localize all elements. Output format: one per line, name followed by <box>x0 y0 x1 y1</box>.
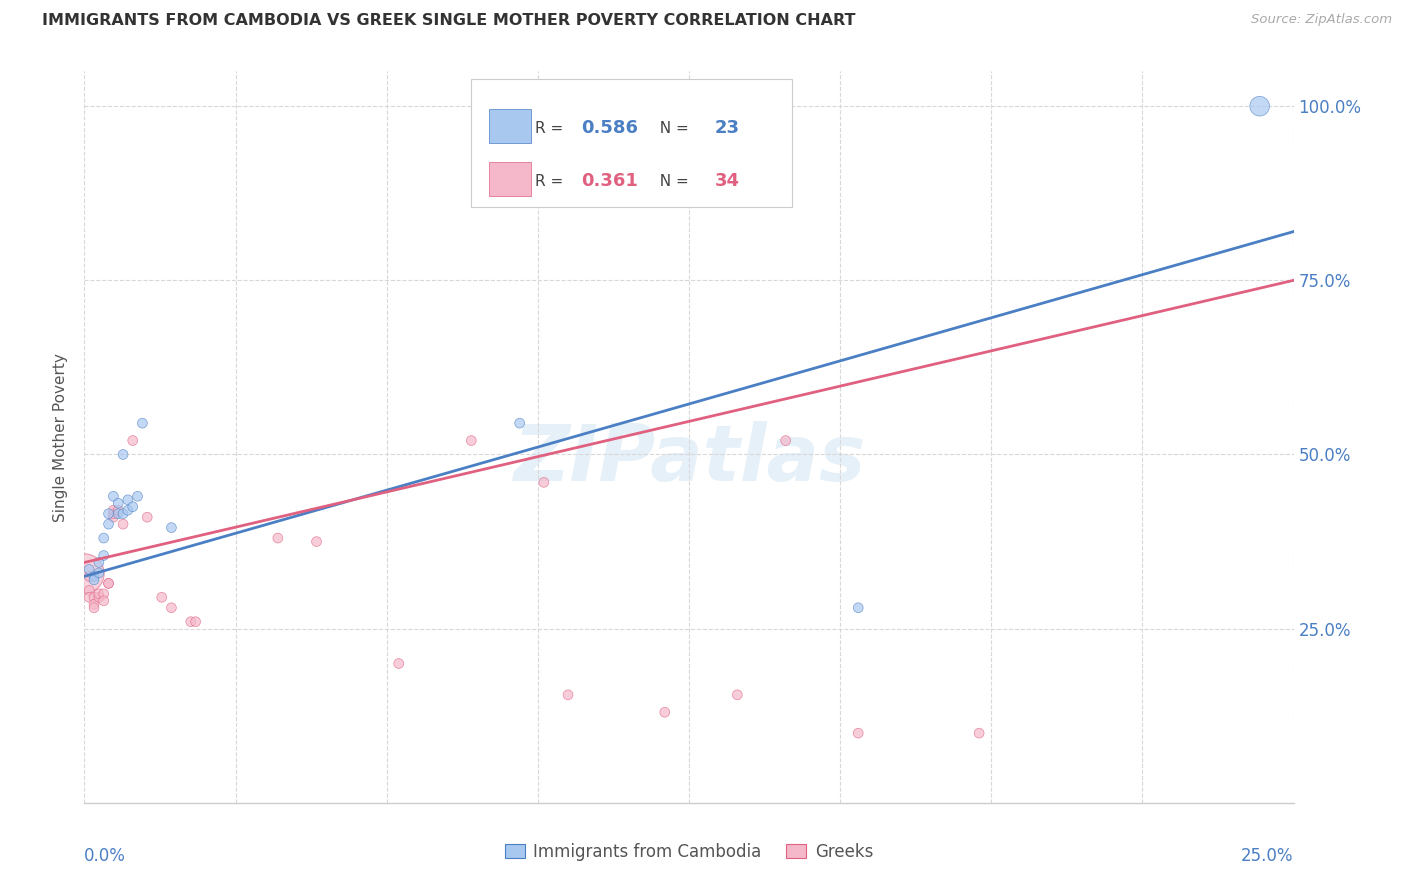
Point <box>460 434 482 448</box>
Text: R =: R = <box>536 120 568 136</box>
Point <box>112 507 135 521</box>
Point <box>117 492 139 507</box>
Point <box>112 448 135 462</box>
Point <box>131 416 153 430</box>
Point <box>77 562 100 576</box>
FancyBboxPatch shape <box>489 162 530 196</box>
Point <box>107 503 129 517</box>
Point <box>160 600 183 615</box>
Text: Source: ZipAtlas.com: Source: ZipAtlas.com <box>1251 13 1392 27</box>
Text: N =: N = <box>650 120 695 136</box>
Text: R =: R = <box>536 174 568 189</box>
Point <box>160 521 183 535</box>
Point <box>136 510 159 524</box>
Point <box>127 489 149 503</box>
Point <box>1249 99 1271 113</box>
Point <box>967 726 990 740</box>
Text: N =: N = <box>650 174 695 189</box>
Point <box>83 569 105 583</box>
Text: IMMIGRANTS FROM CAMBODIA VS GREEK SINGLE MOTHER POVERTY CORRELATION CHART: IMMIGRANTS FROM CAMBODIA VS GREEK SINGLE… <box>42 13 856 29</box>
Point <box>305 534 328 549</box>
Point <box>117 503 139 517</box>
Point <box>83 597 105 611</box>
Point <box>87 587 110 601</box>
Point <box>846 726 869 740</box>
Point <box>93 549 115 563</box>
Point <box>83 573 105 587</box>
Point <box>77 569 100 583</box>
Point <box>654 705 676 719</box>
Point <box>73 566 96 580</box>
Point <box>83 591 105 605</box>
Point <box>775 434 797 448</box>
Point <box>77 591 100 605</box>
FancyBboxPatch shape <box>471 78 792 207</box>
Point <box>87 566 110 580</box>
Point <box>267 531 290 545</box>
Point <box>112 517 135 532</box>
Point <box>388 657 411 671</box>
Point <box>725 688 748 702</box>
Point <box>87 591 110 605</box>
Point <box>97 576 120 591</box>
Point <box>121 500 143 514</box>
Point <box>93 587 115 601</box>
Point <box>107 496 129 510</box>
Point <box>87 556 110 570</box>
Point <box>121 434 143 448</box>
Point <box>83 600 105 615</box>
Text: 0.361: 0.361 <box>581 172 638 190</box>
Text: 34: 34 <box>714 172 740 190</box>
Point <box>93 531 115 545</box>
Y-axis label: Single Mother Poverty: Single Mother Poverty <box>53 352 69 522</box>
Point <box>97 507 120 521</box>
Point <box>77 583 100 598</box>
Point <box>103 503 125 517</box>
Point <box>184 615 207 629</box>
Point <box>103 510 125 524</box>
Point <box>97 576 120 591</box>
Point <box>93 594 115 608</box>
Legend: Immigrants from Cambodia, Greeks: Immigrants from Cambodia, Greeks <box>498 837 880 868</box>
Point <box>107 507 129 521</box>
Point <box>846 600 869 615</box>
Point <box>533 475 555 490</box>
Point <box>97 517 120 532</box>
Point <box>557 688 579 702</box>
Point <box>180 615 202 629</box>
Point <box>103 489 125 503</box>
Text: 25.0%: 25.0% <box>1241 847 1294 864</box>
Text: ZIPatlas: ZIPatlas <box>513 421 865 497</box>
Point <box>150 591 173 605</box>
Point <box>509 416 531 430</box>
Text: 23: 23 <box>714 120 740 137</box>
Text: 0.0%: 0.0% <box>84 847 127 864</box>
FancyBboxPatch shape <box>489 109 530 143</box>
Text: 0.586: 0.586 <box>581 120 638 137</box>
Point <box>103 507 125 521</box>
